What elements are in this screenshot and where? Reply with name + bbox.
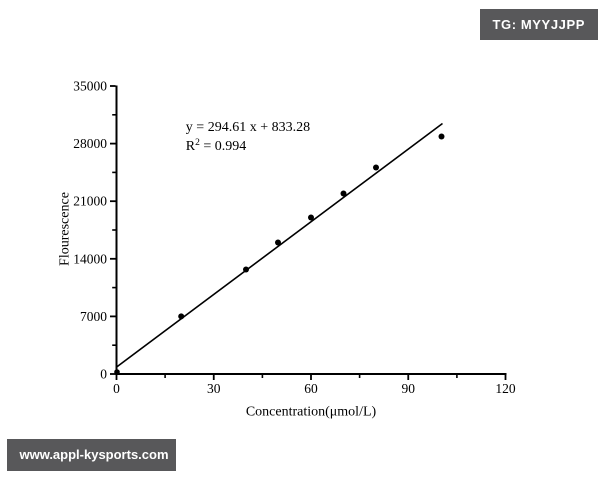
svg-text:120: 120 — [495, 381, 516, 396]
svg-text:0: 0 — [113, 381, 120, 396]
svg-text:R2 = 0.994: R2 = 0.994 — [186, 138, 247, 154]
svg-text:14000: 14000 — [73, 251, 107, 266]
svg-text:28000: 28000 — [73, 136, 107, 151]
svg-text:60: 60 — [304, 381, 318, 396]
svg-text:Flourescence: Flourescence — [58, 192, 73, 266]
svg-text:35000: 35000 — [73, 79, 107, 94]
svg-text:y = 294.61 x + 833.28: y = 294.61 x + 833.28 — [186, 120, 310, 135]
svg-text:7000: 7000 — [80, 309, 107, 324]
svg-text:21000: 21000 — [73, 194, 107, 209]
svg-text:0: 0 — [100, 367, 107, 382]
svg-text:Concentration(μmol/L): Concentration(μmol/L) — [246, 405, 377, 420]
svg-text:30: 30 — [207, 381, 221, 396]
svg-text:90: 90 — [402, 381, 416, 396]
